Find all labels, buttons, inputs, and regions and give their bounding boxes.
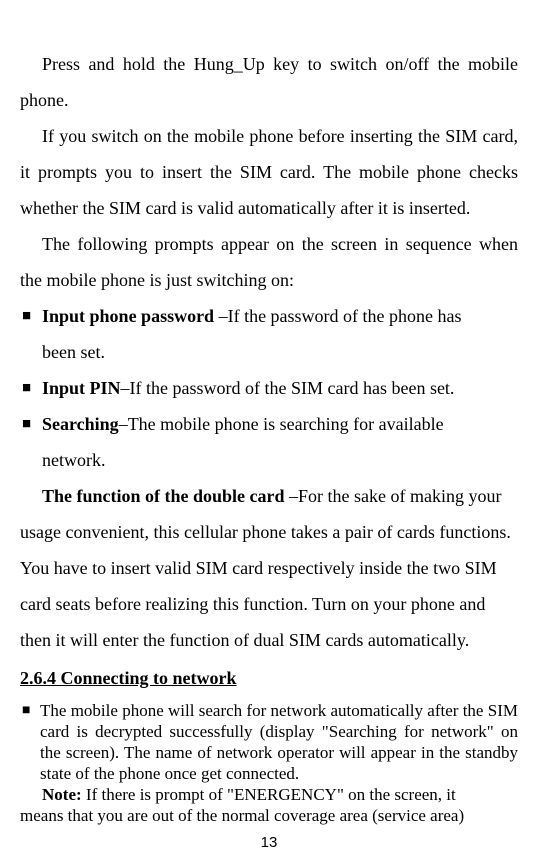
small-bullet-item: ■ The mobile phone will search for netwo…: [20, 700, 518, 784]
bullet-text-2: Input PIN–If the password of the SIM car…: [42, 370, 518, 406]
note-rest: If there is prompt of "ENERGENCY" on the…: [82, 785, 456, 804]
bullet-3-rest-a: –The mobile phone is searching for avail…: [119, 414, 444, 434]
bullet-item-1: ■ Input phone password –If the password …: [20, 298, 518, 370]
bullet-icon: ■: [20, 406, 42, 442]
section-heading: 2.6.4 Connecting to network: [20, 660, 518, 696]
bullet-2-bold: Input PIN: [42, 378, 121, 398]
double-card-lead: The function of the double card –For the…: [20, 478, 518, 514]
paragraph-3: The following prompts appear on the scre…: [20, 226, 518, 298]
bullet-item-3: ■ Searching–The mobile phone is searchin…: [20, 406, 518, 478]
document-page: Press and hold the Hung_Up key to switch…: [0, 0, 538, 863]
paragraph-1: Press and hold the Hung_Up key to switch…: [20, 46, 518, 118]
bullet-1-rest-b: been set.: [42, 334, 518, 370]
note-line-2: means that you are out of the normal cov…: [20, 805, 518, 826]
double-card-body: usage convenient, this cellular phone ta…: [20, 514, 518, 658]
bullet-3-rest-b: network.: [42, 442, 518, 478]
note-bold: Note:: [42, 785, 82, 804]
bullet-1-rest-a: –If the password of the phone has: [214, 306, 461, 326]
bullet-icon: ■: [20, 298, 42, 334]
bullet-1-bold: Input phone password: [42, 306, 214, 326]
bullet-2-rest: –If the password of the SIM card has bee…: [121, 378, 455, 398]
paragraph-2: If you switch on the mobile phone before…: [20, 118, 518, 226]
bullet-icon: ■: [20, 370, 42, 406]
bullet-text-3: Searching–The mobile phone is searching …: [42, 406, 518, 478]
bullet-item-2: ■ Input PIN–If the password of the SIM c…: [20, 370, 518, 406]
bullet-text-1: Input phone password –If the password of…: [42, 298, 518, 370]
note-line-1: Note: If there is prompt of "ENERGENCY" …: [20, 784, 518, 805]
double-card-bold: The function of the double card: [42, 486, 285, 506]
bullet-3-bold: Searching: [42, 414, 119, 434]
double-card-lead-rest: –For the sake of making your: [285, 486, 502, 506]
small-bullet-text: The mobile phone will search for network…: [40, 700, 518, 784]
page-number: 13: [0, 834, 538, 851]
bullet-icon: ■: [20, 700, 40, 721]
